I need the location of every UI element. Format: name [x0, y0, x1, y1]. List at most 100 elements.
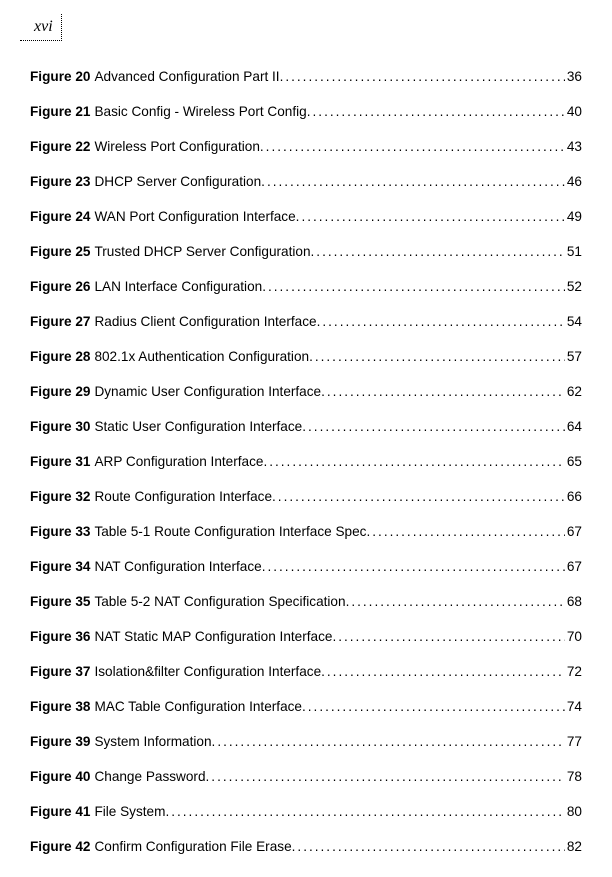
figure-label: Figure 22 — [30, 139, 90, 154]
leader-dots — [302, 419, 565, 434]
leader-dots — [280, 69, 565, 84]
figure-title: DHCP Server Configuration — [94, 174, 261, 189]
figure-page: 62 — [565, 384, 582, 399]
figure-title: Table 5-2 NAT Configuration Specificatio… — [94, 594, 345, 609]
page-number-block: xvi — [20, 14, 582, 41]
figure-page: 40 — [565, 104, 582, 119]
figure-page: 46 — [565, 174, 582, 189]
figure-label: Figure 25 — [30, 244, 90, 259]
figure-label: Figure 38 — [30, 699, 90, 714]
figure-title: Dynamic User Configuration Interface — [94, 384, 321, 399]
figure-title: Isolation&filter Configuration Interface — [94, 664, 321, 679]
leader-dots — [260, 139, 565, 154]
figure-page: 67 — [565, 559, 582, 574]
figure-page: 72 — [565, 664, 582, 679]
toc-entry: Figure 39 System Information 77 — [30, 734, 582, 749]
figure-label: Figure 39 — [30, 734, 90, 749]
figure-page: 57 — [565, 349, 582, 364]
toc-entry: Figure 40 Change Password78 — [30, 769, 582, 784]
toc-entry: Figure 20 Advanced Configuration Part II… — [30, 69, 582, 84]
leader-dots — [321, 384, 565, 399]
figure-page: 74 — [565, 699, 582, 714]
figure-label: Figure 35 — [30, 594, 90, 609]
figure-title: WAN Port Configuration Interface — [94, 209, 295, 224]
figure-title: System Information — [94, 734, 211, 749]
figure-title: Advanced Configuration Part II — [94, 69, 279, 84]
figure-page: 67 — [565, 524, 582, 539]
figure-title: Basic Config - Wireless Port Config — [94, 104, 306, 119]
toc-entry: Figure 24 WAN Port Configuration Interfa… — [30, 209, 582, 224]
figure-page: 52 — [565, 279, 582, 294]
figure-title: Table 5-1 Route Configuration Interface … — [94, 524, 366, 539]
leader-dots — [165, 804, 564, 819]
figure-page: 77 — [565, 734, 582, 749]
figure-page: 64 — [565, 419, 582, 434]
figure-label: Figure 32 — [30, 489, 90, 504]
figure-title: Radius Client Configuration Interface — [94, 314, 316, 329]
page-number: xvi — [20, 14, 62, 41]
figure-page: 36 — [565, 69, 582, 84]
toc-entry: Figure 42 Confirm Configuration File Era… — [30, 839, 582, 854]
figure-title: ARP Configuration Interface — [94, 454, 263, 469]
leader-dots — [262, 559, 565, 574]
leader-dots — [296, 209, 565, 224]
figure-title: Route Configuration Interface — [94, 489, 272, 504]
leader-dots — [317, 314, 565, 329]
figure-title: File System — [94, 804, 165, 819]
toc-entry: Figure 36 NAT Static MAP Configuration I… — [30, 629, 582, 644]
figure-label: Figure 37 — [30, 664, 90, 679]
figure-label: Figure 23 — [30, 174, 90, 189]
figure-label: Figure 34 — [30, 559, 90, 574]
figure-page: 68 — [565, 594, 582, 609]
toc-entry: Figure 33 Table 5-1 Route Configuration … — [30, 524, 582, 539]
figure-page: 70 — [565, 629, 582, 644]
leader-dots — [212, 734, 565, 749]
figure-page: 82 — [565, 839, 582, 854]
leader-dots — [309, 349, 565, 364]
toc-entry: Figure 23 DHCP Server Configuration 46 — [30, 174, 582, 189]
leader-dots — [311, 244, 565, 259]
figure-title: LAN Interface Configuration — [94, 279, 262, 294]
leader-dots — [262, 279, 565, 294]
toc-entry: Figure 30 Static User Configuration Inte… — [30, 419, 582, 434]
figure-page: 54 — [565, 314, 582, 329]
figure-title: Confirm Configuration File Erase — [94, 839, 291, 854]
figure-page: 66 — [565, 489, 582, 504]
figure-label: Figure 30 — [30, 419, 90, 434]
toc-entry: Figure 32 Route Configuration Interface 6… — [30, 489, 582, 504]
figure-label: Figure 27 — [30, 314, 90, 329]
leader-dots — [272, 489, 565, 504]
toc-entry: Figure 27 Radius Client Configuration In… — [30, 314, 582, 329]
figure-label: Figure 42 — [30, 839, 90, 854]
leader-dots — [292, 839, 565, 854]
toc-entry: Figure 31 ARP Configuration Interface 65 — [30, 454, 582, 469]
toc-entry: Figure 22 Wireless Port Configuration 43 — [30, 139, 582, 154]
leader-dots — [346, 594, 565, 609]
figure-title: Wireless Port Configuration — [94, 139, 259, 154]
toc-entry: Figure 21 Basic Config - Wireless Port C… — [30, 104, 582, 119]
figure-page: 78 — [565, 769, 582, 784]
figure-page: 80 — [565, 804, 582, 819]
figure-title: Static User Configuration Interface — [94, 419, 302, 434]
toc-entry: Figure 26 LAN Interface Configuration 52 — [30, 279, 582, 294]
figure-label: Figure 20 — [30, 69, 90, 84]
figure-page: 65 — [565, 454, 582, 469]
figure-title: Change Password — [94, 769, 205, 784]
figure-page: 49 — [565, 209, 582, 224]
figure-title: 802.1x Authentication Configuration — [94, 349, 309, 364]
figure-label: Figure 33 — [30, 524, 90, 539]
figure-label: Figure 26 — [30, 279, 90, 294]
toc-entry: Figure 25 Trusted DHCP Server Configurat… — [30, 244, 582, 259]
figure-label: Figure 28 — [30, 349, 90, 364]
toc-entry: Figure 34 NAT Configuration Interface67 — [30, 559, 582, 574]
figure-title: MAC Table Configuration Interface — [94, 699, 302, 714]
leader-dots — [206, 769, 565, 784]
figure-label: Figure 31 — [30, 454, 90, 469]
figure-title: Trusted DHCP Server Configuration — [94, 244, 310, 259]
leader-dots — [261, 174, 565, 189]
toc-entry: Figure 28 802.1x Authentication Configur… — [30, 349, 582, 364]
list-of-figures: Figure 20 Advanced Configuration Part II… — [30, 69, 582, 854]
leader-dots — [321, 664, 565, 679]
figure-page: 43 — [565, 139, 582, 154]
figure-label: Figure 41 — [30, 804, 90, 819]
